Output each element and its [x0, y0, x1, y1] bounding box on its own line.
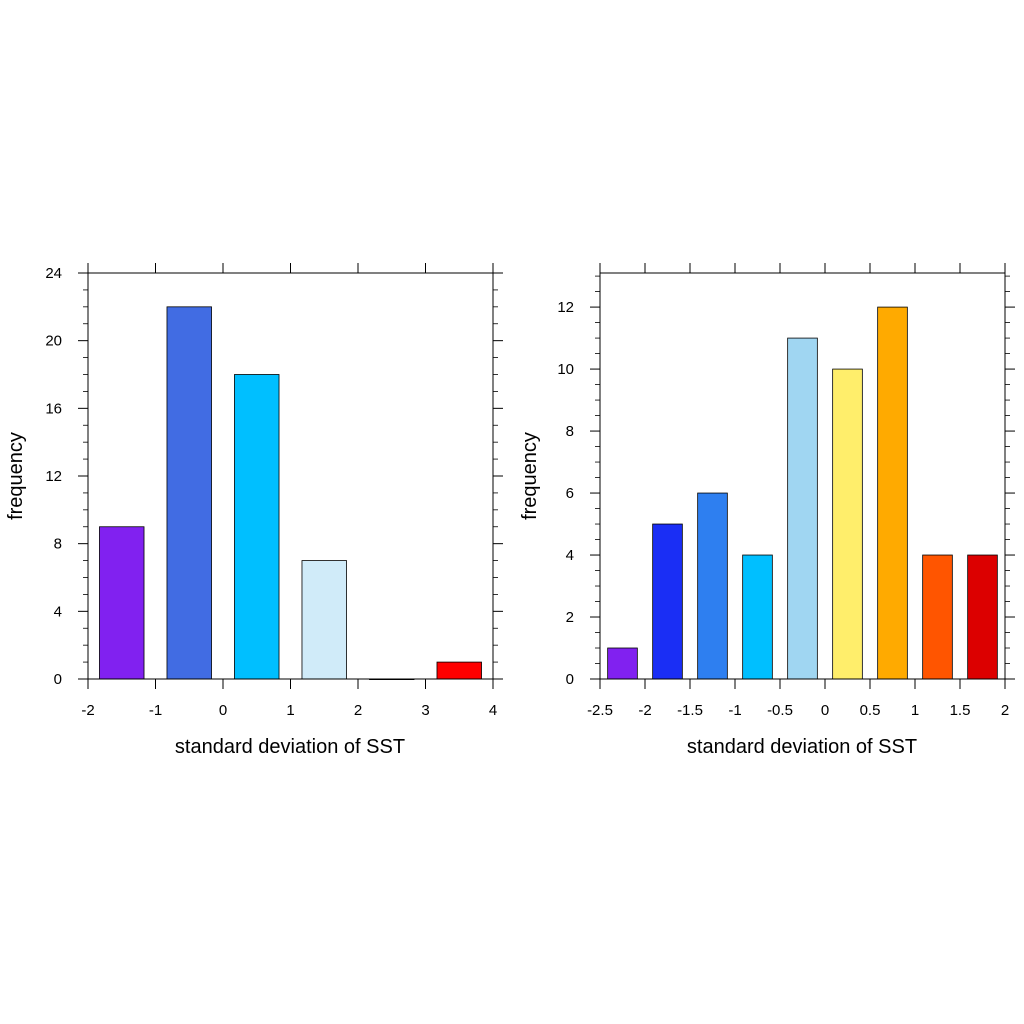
x-tick-label: 3: [421, 702, 429, 719]
histogram-bar: [234, 374, 280, 680]
histogram-bar: [607, 647, 638, 680]
histogram-bar: [967, 554, 998, 680]
x-tick-label: 1.5: [950, 702, 971, 719]
y-tick-label: 8: [54, 536, 62, 553]
x-tick-label: 0.5: [860, 702, 881, 719]
x-axis-title: standard deviation of SST: [687, 736, 917, 758]
y-tick-label: 12: [557, 299, 574, 316]
bar-group: [99, 306, 482, 681]
histogram-bar: [436, 661, 482, 680]
x-tick-label: -2: [81, 702, 94, 719]
plot-frame: [87, 272, 494, 680]
x-tick-label: 1: [911, 702, 919, 719]
y-tick-label: 2: [566, 609, 574, 626]
x-tick-label: -0.5: [767, 702, 793, 719]
y-axis-title: frequency: [519, 432, 541, 520]
y-tick-label: 4: [566, 547, 574, 564]
y-tick-label: 6: [566, 485, 574, 502]
x-tick-label: -2: [638, 702, 651, 719]
x-tick-label: -2.5: [587, 702, 613, 719]
histogram-bar: [832, 368, 863, 680]
histogram-bar: [877, 306, 908, 680]
y-tick-label: 4: [54, 603, 62, 620]
axes-group: 0 2 4 6 8 10 12 -2.5 -2 -1.5 -1 -0.5 0 0.5 1 1.5 2: [557, 263, 1015, 719]
histogram-bar: [652, 523, 683, 680]
x-tick-label: -1: [728, 702, 741, 719]
right-histogram-panel: 0 2 4 6 8 10 12 -2.5 -2 -1.5 -1 -0.5 0 0.5 1 1.5 2 stand…: [519, 263, 1015, 758]
x-tick-label: 0: [821, 702, 829, 719]
histogram-bar: [99, 526, 145, 680]
x-tick-label: 2: [354, 702, 362, 719]
plot-frame: [599, 272, 1006, 680]
histogram-bar: [301, 560, 347, 680]
y-tick-label: 0: [54, 671, 62, 688]
histogram-bar: [742, 554, 773, 680]
y-tick-label: 10: [557, 361, 574, 378]
x-tick-label: 4: [489, 702, 497, 719]
x-tick-label: -1: [149, 702, 162, 719]
x-tick-label: -1.5: [677, 702, 703, 719]
x-axis-title: standard deviation of SST: [175, 736, 405, 758]
histogram-bar: [787, 337, 818, 680]
y-tick-label: 8: [566, 423, 574, 440]
x-tick-label: 0: [219, 702, 227, 719]
y-tick-label: 16: [45, 400, 62, 417]
histogram-bar: [697, 492, 728, 680]
y-axis-title: frequency: [5, 432, 27, 520]
y-tick-label: 20: [45, 333, 62, 350]
y-tick-label: 24: [45, 265, 62, 282]
x-tick-label: 2: [1001, 702, 1009, 719]
y-tick-label: 12: [45, 468, 62, 485]
histogram-bar: [922, 554, 953, 680]
x-tick-label: 1: [286, 702, 294, 719]
histogram-bar: [166, 306, 212, 680]
y-tick-label: 0: [566, 671, 574, 688]
bar-group: [607, 306, 998, 680]
